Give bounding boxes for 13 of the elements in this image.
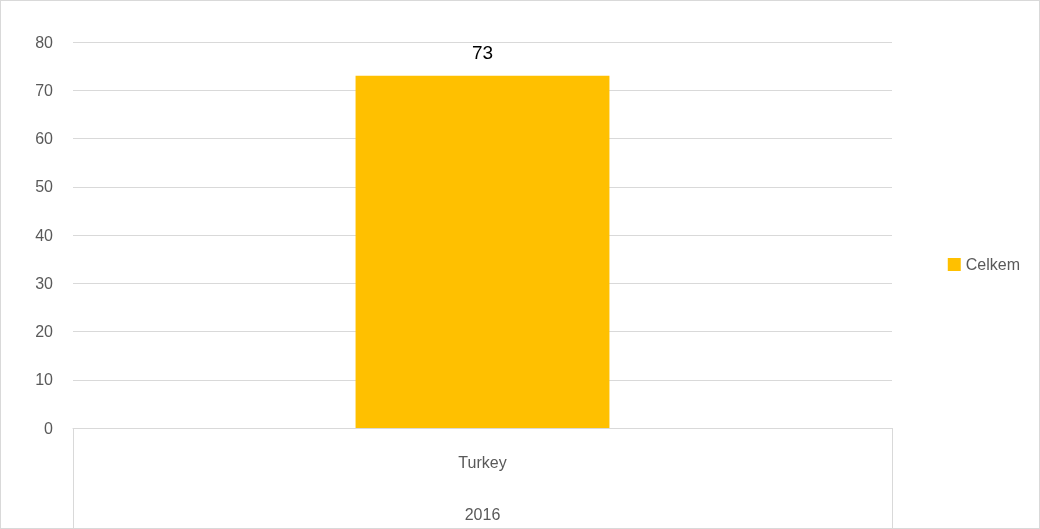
y-tick-label: 0 [44,419,54,437]
y-tick-label: 70 [35,81,54,99]
y-tick-label: 10 [35,371,54,389]
y-tick-label: 20 [35,323,54,340]
y-tick-label: 40 [35,226,54,244]
y-tick-label: 50 [35,178,54,196]
y-tick-label: 30 [35,274,54,292]
x-tick-label: Turkey [458,453,507,471]
data-label: 73 [471,41,494,63]
x-axis-title: 2016 [464,505,501,523]
y-tick-label: 60 [35,130,54,147]
legend-label: Celkem [965,256,1020,273]
y-tick-label: 80 [35,33,54,51]
